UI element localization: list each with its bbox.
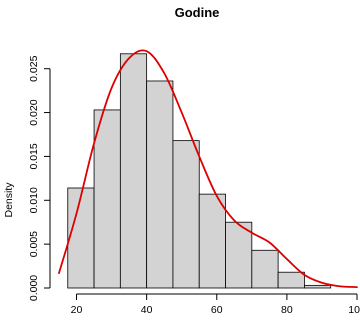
y-tick-label: 0.020 — [28, 99, 40, 125]
y-tick-label: 0.025 — [28, 55, 40, 81]
y-axis: 0.000 0.005 0.010 0.015 0.020 0.025 — [28, 55, 51, 301]
x-tick-label: 20 — [71, 304, 83, 316]
bars-layer — [67, 53, 332, 289]
x-tick-label: 80 — [281, 304, 293, 316]
curve-layer — [58, 49, 358, 289]
x-axis: 20 40 60 80 100 — [71, 293, 360, 316]
density-curve — [58, 49, 358, 289]
histogram-bar-2 — [93, 109, 121, 289]
histogram-bar-5 — [172, 140, 200, 289]
x-tick-label: 40 — [141, 304, 153, 316]
histogram-bar-1 — [67, 187, 95, 289]
y-tick-label: 0.005 — [28, 231, 40, 257]
histogram-bar-4 — [146, 80, 174, 289]
histogram-bar-6 — [198, 193, 226, 289]
histogram-bar-7 — [225, 221, 253, 289]
y-tick-label: 0.010 — [28, 187, 40, 213]
histogram-bar-10 — [304, 284, 332, 289]
y-tick-label: 0.000 — [28, 275, 40, 301]
x-tick-label: 100 — [348, 304, 360, 316]
y-axis-label: Density — [3, 182, 15, 218]
histogram-bar-3 — [119, 53, 148, 289]
histogram-bar-9 — [277, 271, 305, 289]
x-tick-label: 60 — [211, 304, 223, 316]
chart-title: Godine — [175, 5, 220, 20]
histogram-bar-8 — [251, 249, 279, 289]
y-tick-label: 0.015 — [28, 143, 40, 169]
